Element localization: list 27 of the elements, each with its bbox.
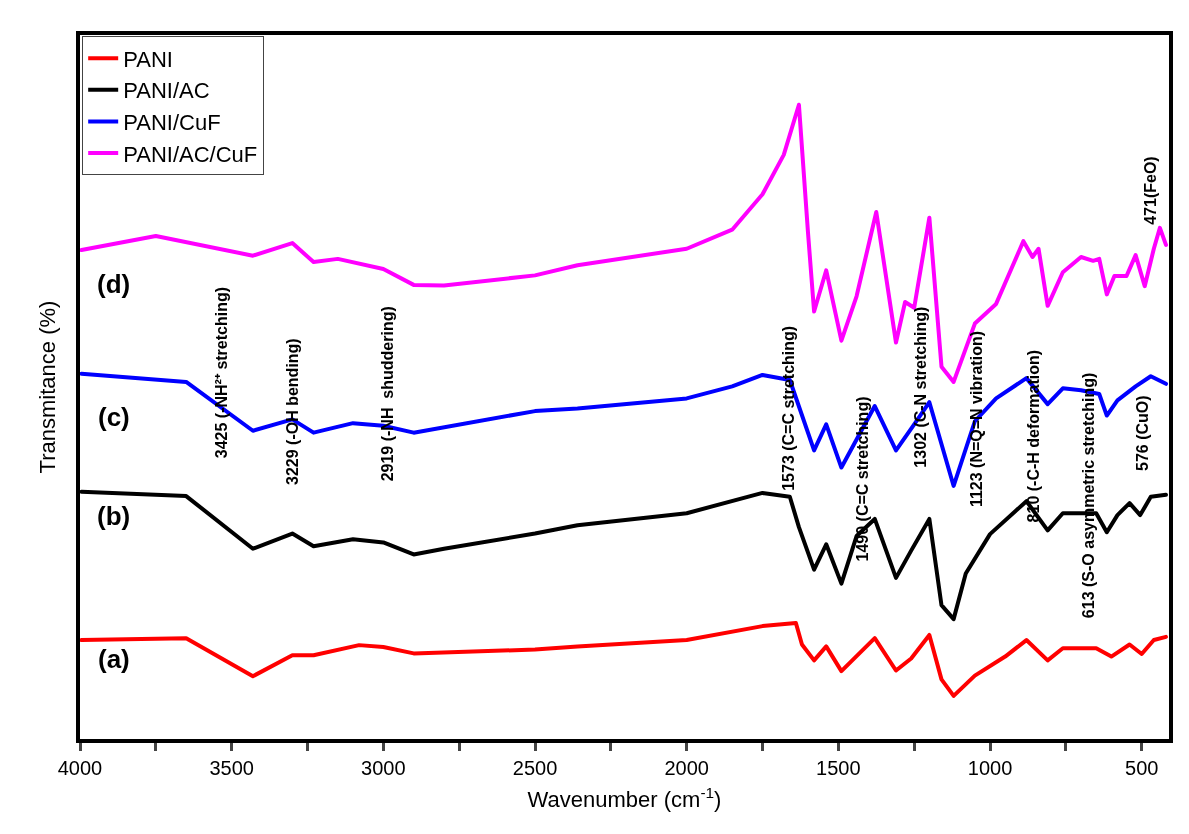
annotation: (c) <box>98 402 130 432</box>
x-tick-label: 1000 <box>967 757 1013 779</box>
annotation: 576 (CuO) <box>1134 395 1152 471</box>
annotation: 471(FeO) <box>1142 156 1160 225</box>
x-tick-label: 4000 <box>57 757 103 779</box>
annotation: 3425 (-NH²⁺ stretching) <box>213 286 231 459</box>
annotation: 1302 (C-N stretching) <box>911 306 929 468</box>
x-tick-label: 500 <box>1125 757 1159 779</box>
annotation: (b) <box>97 501 131 531</box>
legend-label: PANI/AC/CuF <box>123 141 258 167</box>
annotation: (a) <box>98 644 130 674</box>
legend-label: PANI/CuF <box>123 109 221 135</box>
x-tick-label: 2000 <box>664 757 709 779</box>
x-tick-label: 3500 <box>209 757 254 779</box>
y-axis-title: Transmitance (%) <box>35 300 61 474</box>
annotation: 613 (S-O asymmetric stretching) <box>1079 372 1097 619</box>
x-tick-label: 3000 <box>361 757 406 779</box>
annotation: 2919 (-NH shuddering) <box>379 306 397 482</box>
legend-label: PANI/AC <box>123 78 210 104</box>
x-axis-title: Wavenumber (cm$^{-1}$) <box>527 784 722 813</box>
legend-label: PANI <box>123 46 173 72</box>
annotation: (d) <box>97 269 131 299</box>
annotation: 1573 (C=C stretching) <box>779 325 797 491</box>
x-tick-label: 1500 <box>816 757 861 779</box>
annotation: 3229 (-OH bending) <box>283 338 301 485</box>
annotation: 1123 (N=Q=N vibration) <box>967 331 985 508</box>
x-tick-label: 2500 <box>512 757 558 779</box>
